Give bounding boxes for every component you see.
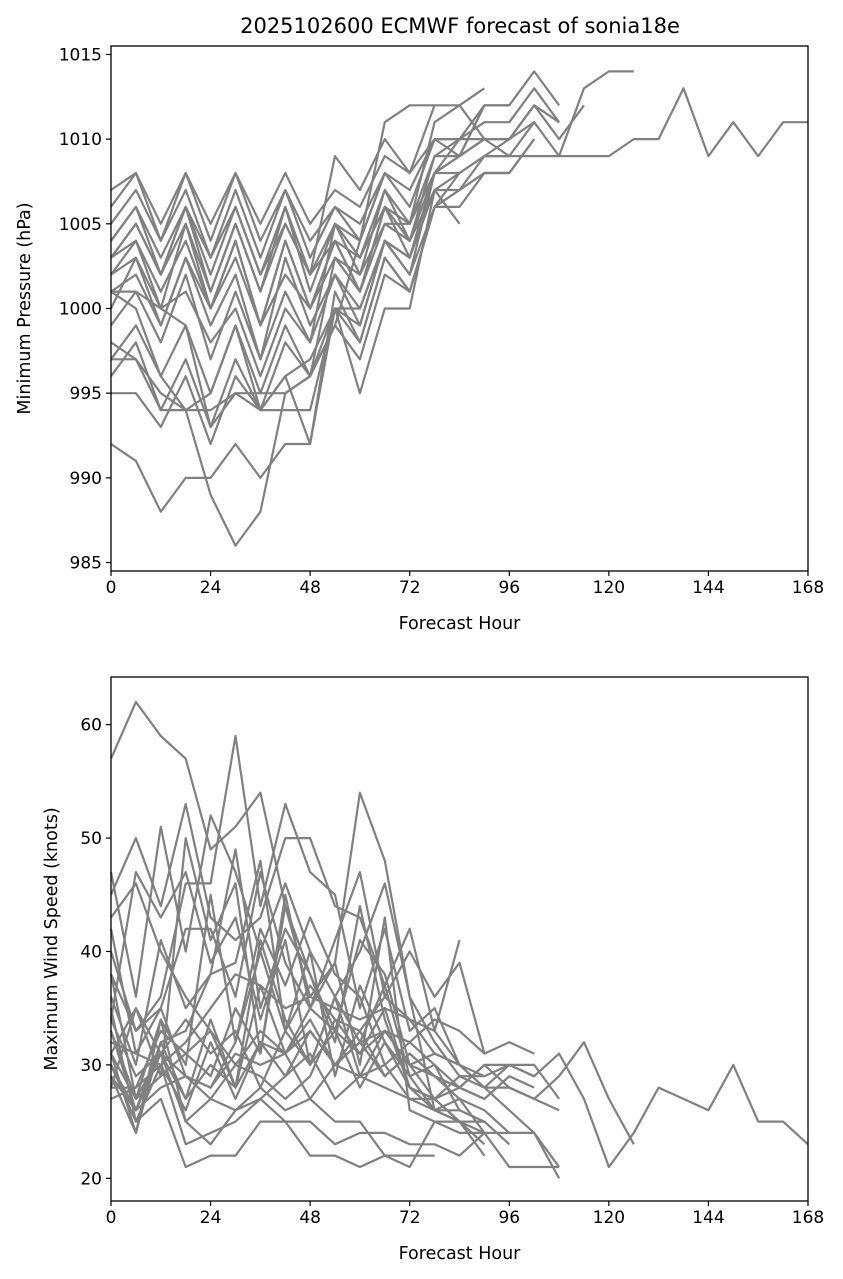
pressure-x-tick-label: 24 (200, 578, 222, 598)
pressure-series-line-15 (111, 104, 486, 429)
wind-y-tick-label: 40 (80, 942, 102, 962)
pressure-y-tick-label: 985 (70, 554, 102, 574)
pressure-series-line-21 (110, 138, 486, 327)
pressure-series-line-13 (110, 104, 486, 513)
wind-y-axis-label: Maximum Wind Speed (knots) (42, 807, 62, 1070)
pressure-x-tick-label: 48 (299, 578, 321, 598)
pressure-x-tick-label: 0 (106, 578, 117, 598)
wind-y-ticks: 20 30 40 50 60 (80, 716, 111, 1189)
wind-x-ticks: 0 24 48 72 96 120 144 168 (106, 1201, 824, 1228)
wind-series-line-9 (109, 893, 535, 1135)
pressure-y-ticks: 985 990 995 1000 1005 1010 1015 (59, 45, 111, 574)
wind-series-line-25 (110, 836, 485, 1123)
wind-series-line-19 (109, 973, 486, 1157)
pressure-series-line-5 (110, 87, 560, 242)
wind-axes-frame (110, 676, 809, 1202)
wind-series-group (109, 700, 809, 1179)
pressure-series-line-20 (110, 138, 461, 293)
pressure-x-axis-label: Forecast Hour (399, 614, 522, 634)
pressure-series-line-16 (111, 188, 461, 412)
wind-x-tick-label: 96 (498, 1208, 520, 1228)
wind-y-tick-label: 30 (80, 1056, 102, 1076)
wind-x-tick-label: 168 (792, 1208, 824, 1228)
pressure-chart: 0 24 48 72 96 120 144 168 985 990 995 1000 1005 1010… (15, 45, 824, 634)
wind-series-line-24 (109, 859, 486, 1135)
pressure-axes-frame (110, 45, 809, 572)
wind-x-tick-label: 72 (399, 1208, 421, 1228)
wind-y-tick-label: 50 (80, 829, 102, 849)
pressure-y-tick-label: 1000 (59, 300, 102, 320)
pressure-series-line-9 (110, 138, 536, 361)
wind-series-line-20 (109, 1030, 435, 1157)
pressure-series-group (110, 70, 808, 547)
pressure-y-tick-label: 1005 (59, 215, 102, 235)
pressure-series-line-2 (110, 70, 634, 276)
pressure-y-axis-label: Minimum Pressure (hPa) (15, 202, 35, 414)
wind-y-tick-label: 60 (80, 716, 102, 736)
pressure-y-tick-label: 995 (70, 384, 102, 404)
pressure-x-tick-label: 144 (692, 578, 724, 598)
pressure-series-line-17 (110, 172, 461, 446)
wind-x-tick-label: 48 (299, 1208, 321, 1228)
wind-y-tick-label: 20 (80, 1169, 102, 1189)
chart-title: 2025102600 ECMWF forecast of sonia18e (240, 14, 680, 38)
pressure-y-tick-label: 990 (70, 469, 102, 489)
wind-chart: 0 24 48 72 96 120 144 168 20 30 40 50 60 Forecast H… (42, 676, 824, 1264)
wind-x-tick-label: 144 (692, 1208, 724, 1228)
wind-series-line-21 (110, 950, 486, 1146)
wind-x-axis-label: Forecast Hour (399, 1244, 522, 1264)
pressure-x-tick-label: 120 (593, 578, 625, 598)
pressure-x-tick-label: 72 (399, 578, 421, 598)
wind-x-tick-label: 24 (200, 1208, 222, 1228)
wind-series-line-11 (110, 1052, 511, 1146)
pressure-x-ticks: 0 24 48 72 96 120 144 168 (106, 571, 824, 598)
pressure-y-tick-label: 1010 (59, 130, 102, 150)
wind-series-line-7 (109, 870, 535, 1078)
pressure-x-tick-label: 96 (498, 578, 520, 598)
pressure-y-tick-label: 1015 (59, 45, 102, 65)
pressure-x-tick-label: 168 (792, 578, 824, 598)
wind-x-tick-label: 0 (106, 1208, 117, 1228)
wind-series-line-22 (109, 870, 461, 1123)
pressure-series-line-3 (110, 104, 585, 276)
wind-x-tick-label: 120 (593, 1208, 625, 1228)
